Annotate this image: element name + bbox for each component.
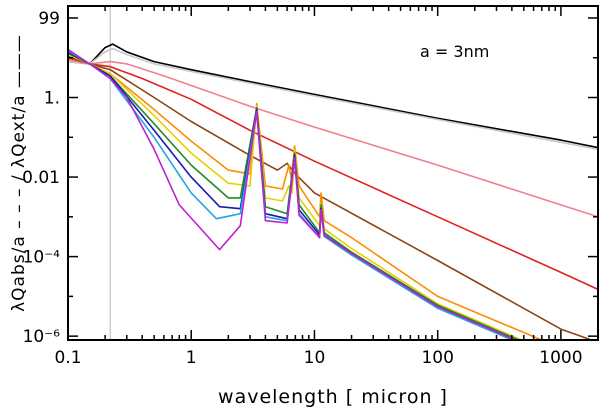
- x-tick-label: 1: [186, 348, 197, 368]
- series-line-0: [68, 43, 598, 149]
- y-tick-labels: 99 1. 0.01 10⁻⁴ 10⁻⁶: [22, 9, 60, 347]
- series-line-1: [68, 47, 598, 151]
- y-axis-title: λQabs/a – – – / λQext/a ———: [9, 34, 29, 312]
- series-line-4: [68, 55, 594, 340]
- x-tick-labels: 0.1 1 10 100 1000: [54, 348, 582, 368]
- series-line-9: [68, 50, 515, 340]
- x-tick-label: 0.1: [54, 348, 81, 368]
- series-line-2: [68, 58, 598, 218]
- y-tick-label: 99: [38, 9, 60, 29]
- y-tick-label: 0.01: [22, 168, 60, 188]
- x-tick-label: 10: [304, 348, 326, 368]
- plot-background: [68, 6, 598, 340]
- y-tick-label: 1.: [44, 89, 60, 109]
- y-tick-label: 10⁻⁶: [23, 327, 61, 347]
- x-tick-label: 1000: [539, 348, 582, 368]
- y-tick-label: 10⁻⁴: [23, 248, 61, 268]
- plot-frame: [67, 5, 599, 341]
- annotation-label: a = 3nm: [420, 42, 489, 61]
- series-line-3: [68, 56, 598, 291]
- series-line-10: [68, 48, 518, 340]
- series-line-5: [68, 53, 544, 340]
- x-axis-title: wavelength [ micron ]: [218, 386, 448, 408]
- x-tick-label: 100: [421, 348, 453, 368]
- series-layer: [68, 43, 598, 340]
- series-line-7: [68, 52, 521, 340]
- tick-layer: [67, 6, 599, 340]
